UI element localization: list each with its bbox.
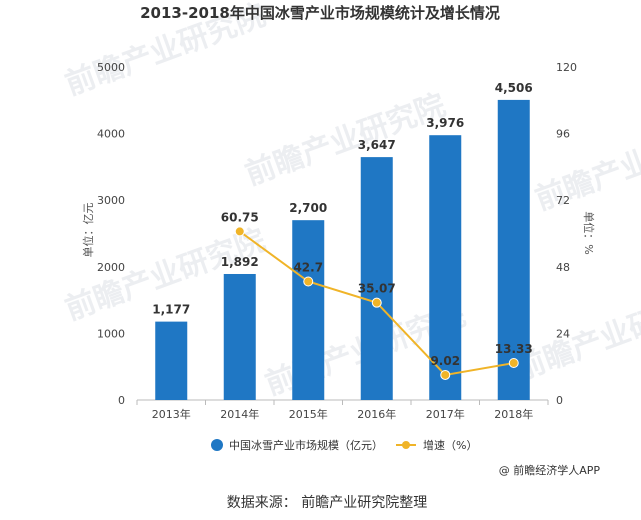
watermark-text: 前瞻产业研究院	[531, 113, 641, 218]
watermark-logos: 前瞻产业研究院 前瞻产业研究院 前瞻产业研究院 前瞻产业研究院 前瞻产业研究院 …	[61, 0, 641, 403]
growth-value-label: 60.75	[221, 210, 259, 224]
bar	[292, 220, 325, 400]
growth-value-label: 35.07	[358, 282, 396, 296]
bars	[155, 99, 530, 401]
growth-point	[508, 358, 519, 369]
growth-point	[440, 369, 451, 380]
bar-value-label: 3,976	[426, 116, 464, 130]
bar	[360, 157, 393, 400]
bar	[223, 273, 256, 400]
bar-value-label: 3,647	[358, 138, 396, 152]
y-tick-label-left: 3000	[97, 194, 125, 207]
bar-labels: 1,177 1,892 2,700 3,647 3,976 4,506	[152, 81, 532, 317]
bar	[155, 321, 188, 400]
y-tick-label-right: 0	[556, 394, 563, 407]
x-tick-label: 2017年	[426, 407, 465, 421]
watermark-text: 前瞻产业研究院	[511, 283, 641, 388]
watermark-text: 前瞻产业研究院	[241, 88, 450, 193]
bar-value-label: 4,506	[495, 81, 533, 95]
legend: 中国冰雪产业市场规模（亿元） 增速（%）	[211, 438, 477, 452]
y-axis-title-right: 单位：%	[582, 211, 596, 254]
x-tick-label: 2013年	[152, 407, 191, 421]
y-tick-label-left: 5000	[97, 61, 125, 74]
y-tick-label-left: 0	[118, 394, 125, 407]
y-tick-label-right: 48	[556, 261, 570, 274]
growth-value-label: 13.33	[495, 342, 533, 356]
legend-bar-marker	[211, 439, 223, 451]
y-tick-label-left: 1000	[97, 327, 125, 340]
x-tick-label: 2014年	[220, 407, 259, 421]
growth-line: 60.75 42.7 35.07 9.02 13.33	[221, 210, 533, 380]
x-tick-label: 2016年	[357, 407, 396, 421]
chart-title: 2013-2018年中国冰雪产业市场规模统计及增长情况	[140, 4, 500, 22]
legend-line-marker-dot	[402, 441, 410, 449]
growth-point	[234, 226, 245, 237]
legend-bar-label: 中国冰雪产业市场规模（亿元）	[229, 438, 383, 452]
growth-value-label: 9.02	[430, 354, 460, 368]
growth-value-label: 42.7	[293, 261, 323, 275]
x-tick-label: 2018年	[494, 407, 533, 421]
y-axis-title-left: 单位：亿元	[81, 203, 95, 258]
y-tick-label-right: 120	[556, 61, 577, 74]
y-tick-label-right: 72	[556, 194, 570, 207]
y-tick-label-left: 2000	[97, 261, 125, 274]
bar-value-label: 2,700	[289, 201, 327, 215]
y-tick-label-left: 4000	[97, 128, 125, 141]
growth-point	[303, 276, 314, 287]
y-tick-label-right: 24	[556, 327, 570, 340]
bar-value-label: 1,177	[152, 303, 190, 317]
bar	[497, 99, 530, 401]
y-tick-label-right: 96	[556, 128, 570, 141]
axes: 0 1000 2000 3000 4000 5000 0 24 48 72 96 120 2013年 20…	[97, 61, 577, 421]
legend-line-label: 增速（%）	[423, 438, 477, 452]
bar	[429, 135, 462, 400]
growth-point	[371, 297, 382, 308]
credit-text: @ 前瞻经济学人APP	[499, 463, 601, 477]
x-tick-label: 2015年	[289, 407, 328, 421]
bar-value-label: 1,892	[221, 255, 259, 269]
source-text: 数据来源： 前瞻产业研究院整理	[227, 494, 427, 511]
